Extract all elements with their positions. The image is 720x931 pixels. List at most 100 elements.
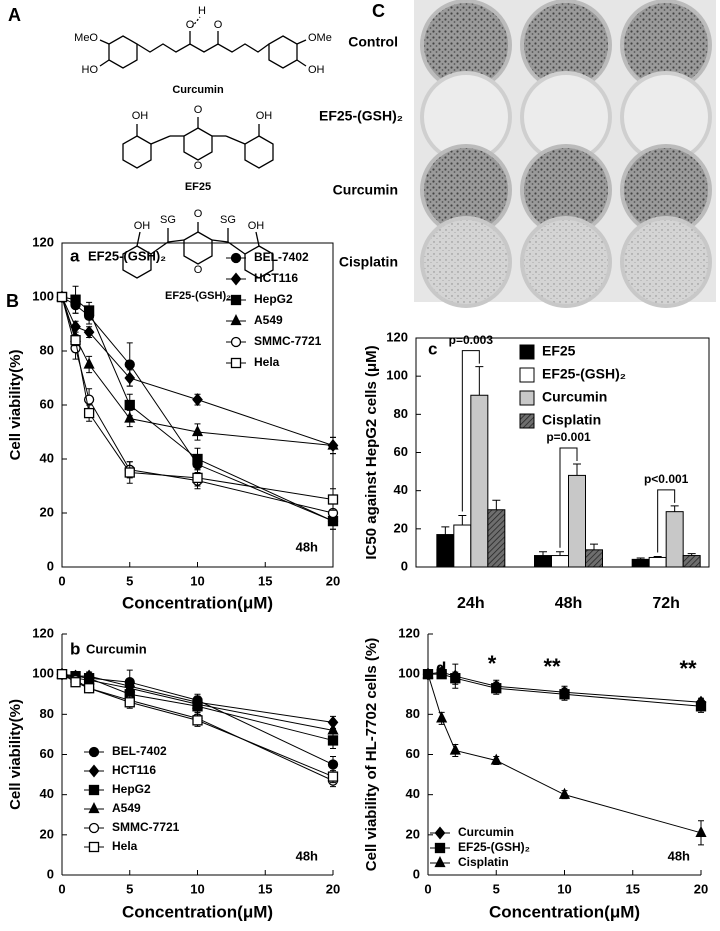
series-line — [61, 296, 334, 500]
data-point — [83, 683, 95, 694]
data-point — [327, 438, 339, 450]
note: 48h — [296, 539, 318, 554]
atom-label: OH — [248, 220, 265, 232]
atom-label: O — [194, 104, 203, 116]
error-bar — [687, 553, 696, 556]
structure-ef25-gsh2: OH SG O SG OH O EF25-(GSH)₂ — [122, 208, 274, 302]
bar — [453, 524, 472, 568]
legend-label: HCT116 — [254, 271, 298, 285]
data-point — [83, 325, 95, 339]
bar — [631, 558, 650, 568]
y-tick-label: 60 — [406, 746, 420, 761]
p-value: p<0.001 — [644, 472, 689, 486]
x-tick-label: 5 — [126, 573, 133, 588]
data-point — [83, 407, 95, 419]
legend-label: Cisplatin — [542, 412, 601, 428]
legend-label: BEL-7402 — [112, 744, 167, 758]
panel-label: A — [8, 5, 21, 25]
legend-marker — [230, 336, 242, 348]
x-tick-label: 10 — [557, 881, 571, 896]
atom-label: OH — [308, 64, 325, 76]
panel-letter: c — [428, 339, 437, 358]
legend-marker — [88, 764, 100, 778]
data-point — [124, 411, 136, 423]
legend-label: BEL-7402 — [254, 250, 309, 264]
legend-marker — [88, 784, 100, 796]
y-tick-label: 80 — [40, 342, 54, 357]
well-row — [420, 0, 712, 91]
data-point — [124, 467, 135, 478]
legend-label: SMMC-7721 — [112, 820, 180, 834]
structure-ef25: OH O OH O EF25 — [122, 104, 274, 193]
y-tick-label: 40 — [394, 482, 408, 497]
legend-marker — [88, 746, 100, 758]
well — [420, 216, 512, 308]
data-point — [436, 669, 447, 680]
legend-marker — [434, 856, 446, 868]
data-point — [192, 453, 203, 465]
error-bar — [458, 514, 467, 526]
significance-bracket — [657, 489, 676, 553]
y-tick-label: 40 — [40, 786, 54, 801]
x-tick-label: 48h — [555, 595, 583, 612]
molecule-name: Curcumin — [172, 84, 224, 96]
atom-label: O — [186, 19, 195, 31]
bar — [534, 555, 552, 568]
molecule-name: EF25 — [185, 181, 211, 193]
error-bar — [475, 366, 484, 396]
data-point — [124, 681, 136, 693]
error-bar — [636, 557, 645, 560]
data-point — [450, 673, 461, 684]
legend-marker — [230, 314, 242, 326]
x-tick-label: 10 — [190, 573, 204, 588]
legend-swatch — [519, 413, 535, 429]
legend-label: Hela — [112, 839, 138, 853]
chart-title: EF25-(GSH)₂ — [88, 248, 166, 263]
legend-label: Hela — [254, 355, 280, 369]
legend-marker — [230, 294, 242, 306]
data-point — [327, 771, 339, 782]
x-tick-label: 5 — [493, 881, 500, 896]
atom-label: OH — [134, 220, 151, 232]
y-tick-label: 120 — [386, 329, 408, 344]
data-point — [191, 425, 204, 437]
bar — [551, 555, 569, 568]
bar — [568, 474, 586, 568]
data-point — [327, 759, 339, 770]
legend-label: EF25-(GSH)₂ — [542, 366, 626, 382]
panel-letter: a — [70, 246, 80, 265]
molecule-name: EF25-(GSH)₂ — [165, 290, 231, 302]
legend-swatch — [519, 344, 535, 360]
data-point — [191, 697, 204, 709]
well-row — [420, 144, 712, 236]
atom-label: OH — [256, 110, 273, 122]
significance-mark: ** — [543, 654, 561, 679]
y-tick-label: 100 — [398, 666, 420, 681]
y-tick-label: 120 — [398, 625, 420, 640]
series-line — [61, 296, 334, 446]
significance-bracket — [559, 447, 578, 548]
legend-marker — [88, 802, 100, 814]
panel-letter: b — [70, 639, 80, 658]
legend-swatch — [519, 367, 535, 383]
data-point — [436, 711, 448, 723]
data-point — [83, 305, 95, 316]
y-tick-label: 40 — [406, 786, 420, 801]
y-tick-label: 0 — [47, 866, 54, 881]
data-point — [70, 294, 81, 305]
colony-plate: Control EF25-(GSH)₂ Curcumin Cisplatin — [319, 0, 716, 308]
series-line — [61, 673, 334, 782]
atom-label: MeO — [74, 32, 98, 44]
legend-label: SMMC-7721 — [254, 334, 322, 348]
row-label: Cisplatin — [339, 254, 398, 270]
y-tick-label: 20 — [40, 504, 54, 519]
data-point — [192, 715, 203, 726]
bar — [585, 549, 603, 568]
y-tick-label: 80 — [394, 406, 408, 421]
data-point — [124, 371, 136, 385]
x-tick-label: 0 — [58, 881, 65, 896]
series-line — [427, 674, 702, 834]
legend-marker — [434, 842, 446, 854]
data-point — [449, 743, 461, 755]
row-label: Control — [348, 34, 398, 50]
